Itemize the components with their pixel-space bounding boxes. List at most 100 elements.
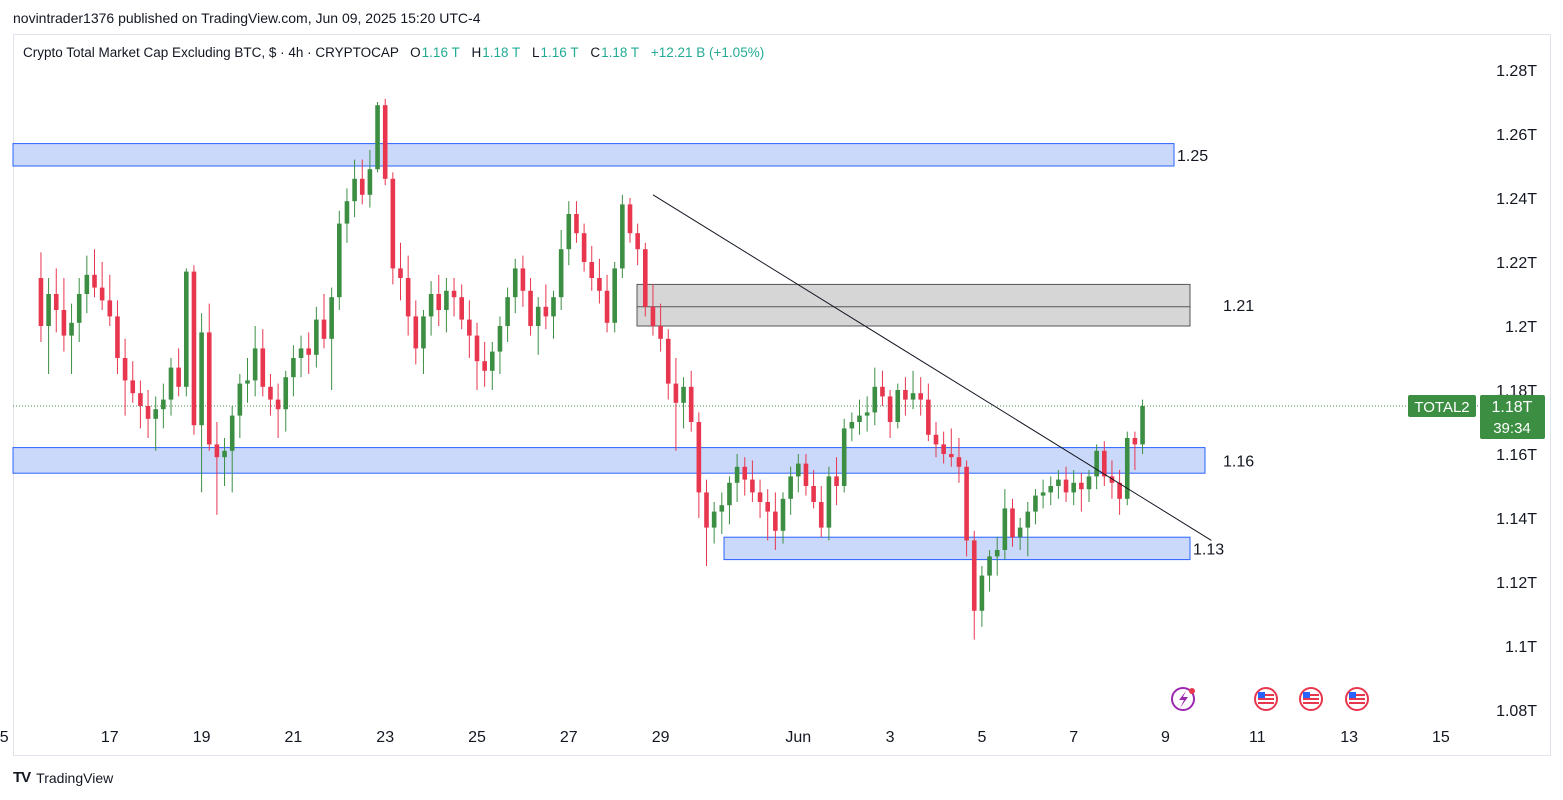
candle[interactable] [99,262,105,310]
candle[interactable] [535,297,541,355]
symbol-price-tag[interactable]: TOTAL2 [1408,395,1476,417]
candle[interactable] [558,230,564,310]
candle[interactable] [428,281,434,336]
candle[interactable] [1086,470,1092,502]
candle[interactable] [796,454,801,493]
candle[interactable] [344,188,350,243]
candle[interactable] [283,370,289,432]
candle[interactable] [1124,431,1130,506]
candle[interactable] [451,278,457,317]
candle[interactable] [887,390,893,438]
candle[interactable] [275,383,281,438]
candle[interactable] [658,303,663,352]
candle[interactable] [956,438,962,483]
candle[interactable] [413,300,419,365]
candle[interactable] [604,274,610,333]
candle[interactable] [1040,479,1046,509]
candle[interactable] [826,466,832,541]
candle[interactable] [1025,502,1031,557]
candle[interactable] [107,274,113,326]
candle[interactable] [734,454,740,502]
candle[interactable] [214,422,220,515]
candle[interactable] [130,361,136,403]
candle[interactable] [750,460,755,502]
candle[interactable] [987,550,992,592]
candle[interactable] [910,370,916,410]
candle[interactable] [1056,470,1061,499]
trendline[interactable] [652,194,1212,541]
candle[interactable] [359,159,365,205]
candle[interactable] [1094,444,1099,490]
candle[interactable] [115,300,120,374]
candle[interactable] [581,223,587,272]
candle[interactable] [291,345,296,397]
us-flag-event-icon[interactable] [1254,687,1278,711]
footer-logo-text[interactable]: TradingView [36,769,114,786]
candle[interactable] [665,329,671,400]
candle[interactable] [612,262,617,333]
candle[interactable] [811,470,816,509]
candle[interactable] [352,159,357,218]
candle[interactable] [841,418,847,493]
candle[interactable] [497,316,503,374]
candle[interactable] [260,329,266,397]
candle[interactable] [528,278,533,336]
tradingview-logo-icon[interactable]: TV [13,769,31,786]
candle[interactable] [206,303,212,451]
zone-1.25[interactable] [12,143,1175,167]
candle[interactable] [367,150,373,208]
candle[interactable] [1063,466,1069,502]
candle[interactable] [46,278,51,374]
candle[interactable] [382,98,388,186]
candle[interactable] [444,278,449,333]
candle[interactable] [803,454,809,496]
candle[interactable] [268,374,273,416]
candle[interactable] [38,252,44,342]
candle[interactable] [941,431,946,464]
us-flag-event-icon[interactable] [1299,687,1323,711]
candle[interactable] [176,348,181,397]
candle[interactable] [1002,489,1008,560]
candle[interactable] [520,255,526,307]
candle[interactable] [421,310,426,374]
candle[interactable] [229,406,235,493]
candle[interactable] [933,422,939,458]
candle[interactable] [76,278,82,342]
candle[interactable] [688,370,694,432]
candle[interactable] [872,367,878,426]
candle[interactable] [949,428,954,467]
candle[interactable] [994,537,1000,576]
candle[interactable] [252,326,258,397]
candle[interactable] [650,284,656,336]
candle[interactable] [405,255,411,336]
candle[interactable] [727,476,732,525]
candle[interactable] [245,358,250,403]
candle[interactable] [61,278,67,352]
flash-event-icon[interactable] [1171,687,1195,711]
candle[interactable] [551,290,556,339]
candle[interactable] [543,284,549,330]
candle[interactable] [199,313,204,493]
candle[interactable] [818,486,824,538]
candle[interactable] [298,335,304,378]
zone-1.21[interactable] [636,283,1191,327]
candle[interactable] [436,274,442,326]
candle[interactable] [895,383,901,429]
candle[interactable] [122,338,128,416]
candle[interactable] [589,246,595,291]
candle[interactable] [780,492,786,544]
candle[interactable] [138,380,143,429]
candle[interactable] [390,172,396,285]
candle[interactable] [765,489,770,541]
candle[interactable] [918,377,923,416]
chart-frame[interactable] [13,34,1551,756]
candle[interactable] [1109,460,1115,499]
candle[interactable] [1010,498,1015,547]
candle[interactable] [620,194,625,278]
candle[interactable] [773,492,778,550]
candle[interactable] [643,242,648,317]
candle[interactable] [482,342,487,387]
candle[interactable] [711,502,717,544]
us-flag-event-icon[interactable] [1345,687,1369,711]
candle[interactable] [627,198,633,243]
